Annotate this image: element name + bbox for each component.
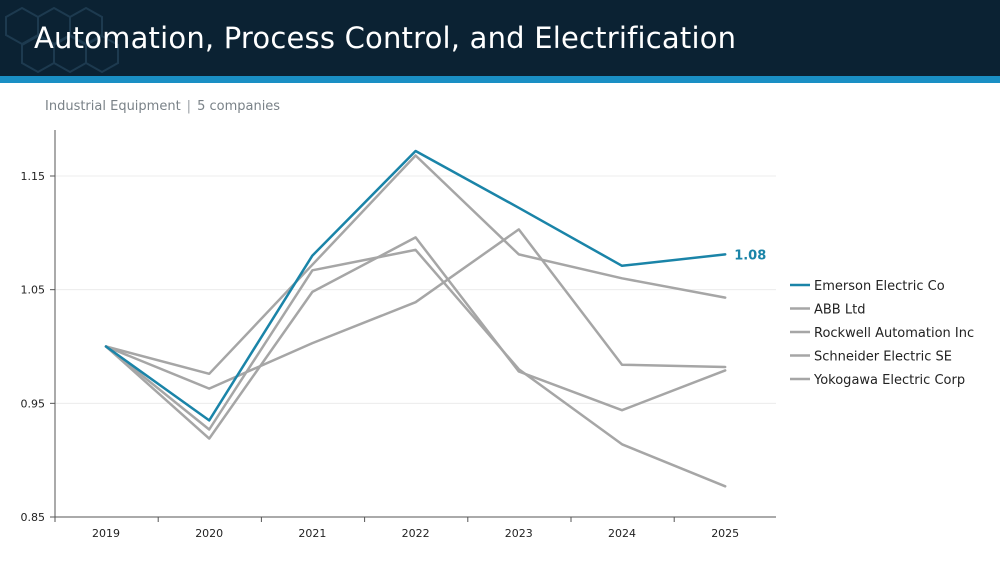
legend-label: Yokogawa Electric Corp [813,373,965,388]
series-line-emerson-electric-co [104,149,727,422]
legend-label: Rockwell Automation Inc [814,326,974,341]
y-tick-label: 1.05 [21,284,46,297]
x-tick-label: 2024 [608,527,636,540]
x-tick-label: 2022 [402,527,430,540]
company-count-label: 5 companies [197,99,281,114]
legend-label: Schneider Electric SE [814,350,952,365]
sector-label: Industrial Equipment [45,99,181,114]
legend-label: ABB Ltd [814,303,865,318]
y-tick-label: 0.85 [21,511,46,524]
series-line-abb-ltd [104,236,727,440]
x-tick-label: 2023 [505,527,533,540]
x-tick-label: 2020 [195,527,223,540]
series-line-schneider-electric-se [104,228,727,390]
series-line-rockwell-automation-inc [104,248,727,488]
series-line-yokogawa-electric-corp [104,154,727,376]
subtitle-separator: | [186,99,192,114]
end-value-label: 1.08 [734,248,766,263]
x-tick-label: 2019 [92,527,120,540]
y-tick-label: 1.15 [21,170,46,183]
page-title: Automation, Process Control, and Electri… [34,21,737,55]
hexagon-pattern-icon [5,6,119,74]
legend-label: Emerson Electric Co [814,279,945,294]
x-tick-label: 2025 [711,527,739,540]
x-tick-label: 2021 [298,527,326,540]
header-bar: Automation, Process Control, and Electri… [0,0,1000,76]
chart-subtitle: Industrial Equipment | 5 companies [45,98,280,116]
y-tick-label: 0.95 [21,397,46,410]
header-accent-strip [0,76,1000,83]
